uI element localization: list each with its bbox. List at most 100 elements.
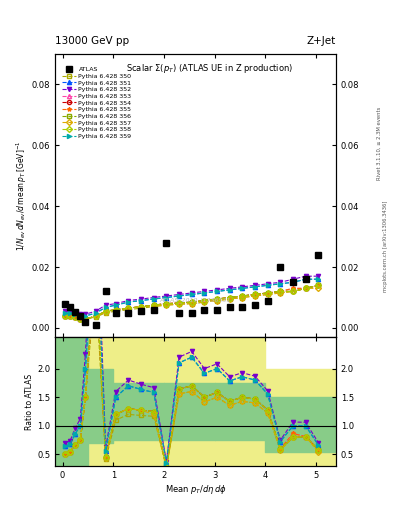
Pythia 6.428 350 [78, 316, 83, 322]
Pythia 6.428 357 [139, 304, 143, 310]
Pythia 6.428 350 [114, 308, 118, 314]
Pythia 6.428 358 [126, 305, 131, 311]
ATLAS [78, 313, 83, 319]
Pythia 6.428 357 [68, 313, 73, 319]
Pythia 6.428 358 [63, 313, 68, 319]
Pythia 6.428 359 [151, 296, 156, 302]
Pythia 6.428 356 [240, 293, 245, 299]
Pythia 6.428 359 [202, 290, 207, 296]
Pythia 6.428 353 [303, 285, 308, 291]
Pythia 6.428 356 [126, 305, 131, 311]
Pythia 6.428 351 [215, 288, 219, 294]
Pythia 6.428 353 [68, 313, 73, 319]
Pythia 6.428 356 [151, 302, 156, 308]
Pythia 6.428 355 [151, 302, 156, 308]
Pythia 6.428 354 [73, 314, 78, 321]
Pythia 6.428 351 [316, 276, 321, 282]
Pythia 6.428 358 [215, 296, 219, 302]
Pythia 6.428 351 [189, 291, 194, 297]
ATLAS [114, 310, 118, 316]
Pythia 6.428 356 [316, 282, 321, 288]
Pythia 6.428 356 [202, 297, 207, 304]
Pythia 6.428 357 [316, 285, 321, 291]
Pythia 6.428 355 [164, 301, 169, 307]
Pythia 6.428 351 [68, 310, 73, 316]
Pythia 6.428 355 [253, 291, 257, 297]
Pythia 6.428 352 [189, 290, 194, 296]
Pythia 6.428 355 [139, 304, 143, 310]
Pythia 6.428 350 [68, 313, 73, 319]
Pythia 6.428 357 [177, 301, 182, 307]
Pythia 6.428 354 [278, 288, 283, 294]
Pythia 6.428 358 [240, 293, 245, 299]
Pythia 6.428 350 [103, 310, 108, 316]
Pythia 6.428 353 [278, 288, 283, 294]
ATLAS [126, 310, 131, 316]
ATLAS [202, 307, 207, 313]
Pythia 6.428 355 [73, 314, 78, 321]
Line: Pythia 6.428 351: Pythia 6.428 351 [63, 277, 320, 318]
Pythia 6.428 358 [202, 297, 207, 304]
Pythia 6.428 356 [83, 316, 88, 322]
Pythia 6.428 358 [189, 299, 194, 305]
Pythia 6.428 359 [164, 294, 169, 301]
Pythia 6.428 356 [303, 285, 308, 291]
Pythia 6.428 355 [303, 285, 308, 291]
Pythia 6.428 352 [278, 279, 283, 285]
Pythia 6.428 351 [139, 297, 143, 304]
Pythia 6.428 353 [177, 300, 182, 306]
Pythia 6.428 353 [103, 308, 108, 314]
Pythia 6.428 351 [164, 294, 169, 301]
Pythia 6.428 352 [240, 284, 245, 290]
Pythia 6.428 354 [78, 316, 83, 322]
Pythia 6.428 354 [93, 313, 98, 319]
Pythia 6.428 351 [253, 284, 257, 290]
Pythia 6.428 352 [265, 281, 270, 287]
Pythia 6.428 356 [278, 288, 283, 294]
ATLAS [189, 310, 194, 316]
Pythia 6.428 353 [78, 316, 83, 322]
ATLAS [151, 307, 156, 313]
Text: Scalar $\Sigma(p_{T})$ (ATLAS UE in Z production): Scalar $\Sigma(p_{T})$ (ATLAS UE in Z pr… [126, 62, 293, 75]
ATLAS [177, 310, 182, 316]
Pythia 6.428 351 [151, 296, 156, 302]
ATLAS [278, 264, 283, 270]
Pythia 6.428 358 [227, 294, 232, 301]
Pythia 6.428 354 [202, 297, 207, 304]
ATLAS [83, 319, 88, 325]
Pythia 6.428 355 [215, 296, 219, 302]
ATLAS [73, 309, 78, 315]
Pythia 6.428 354 [215, 296, 219, 302]
Pythia 6.428 351 [93, 310, 98, 316]
Pythia 6.428 358 [265, 290, 270, 296]
Pythia 6.428 350 [227, 296, 232, 302]
Pythia 6.428 355 [83, 316, 88, 322]
Pythia 6.428 350 [278, 290, 283, 296]
Pythia 6.428 358 [253, 291, 257, 297]
Pythia 6.428 353 [202, 297, 207, 304]
Pythia 6.428 358 [114, 307, 118, 313]
Pythia 6.428 350 [139, 305, 143, 311]
Pythia 6.428 359 [114, 302, 118, 308]
Pythia 6.428 352 [103, 302, 108, 308]
Pythia 6.428 357 [253, 293, 257, 299]
Pythia 6.428 357 [151, 303, 156, 309]
Pythia 6.428 354 [240, 293, 245, 299]
Pythia 6.428 359 [63, 310, 68, 316]
Pythia 6.428 355 [177, 300, 182, 306]
Line: Pythia 6.428 358: Pythia 6.428 358 [63, 283, 320, 321]
Pythia 6.428 354 [164, 301, 169, 307]
Pythia 6.428 353 [215, 296, 219, 302]
Pythia 6.428 356 [63, 313, 68, 319]
Pythia 6.428 357 [202, 299, 207, 305]
Pythia 6.428 353 [164, 301, 169, 307]
Pythia 6.428 359 [253, 284, 257, 290]
Pythia 6.428 352 [63, 308, 68, 314]
Pythia 6.428 358 [93, 313, 98, 319]
Pythia 6.428 357 [240, 294, 245, 301]
Pythia 6.428 357 [303, 285, 308, 291]
Pythia 6.428 359 [240, 285, 245, 291]
Pythia 6.428 355 [78, 316, 83, 322]
Pythia 6.428 357 [93, 313, 98, 319]
Pythia 6.428 359 [316, 276, 321, 282]
